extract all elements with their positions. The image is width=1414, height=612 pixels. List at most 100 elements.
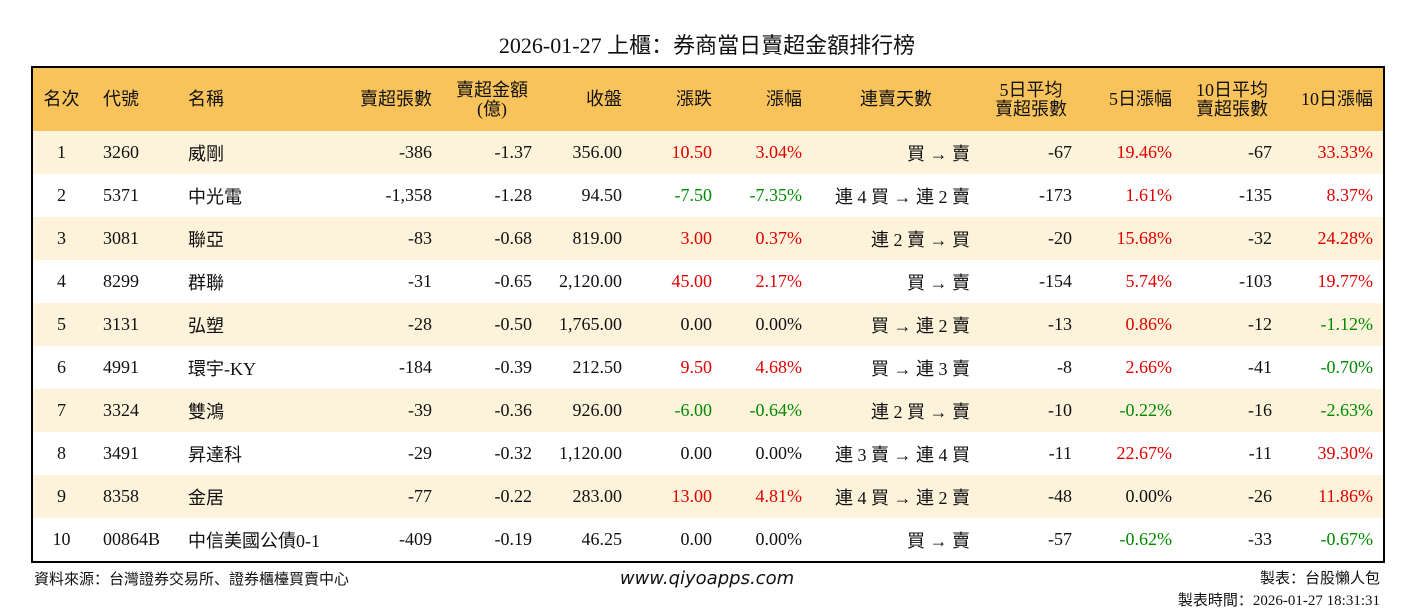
cell: 4.68% — [755, 357, 803, 377]
cell: -0.64% — [749, 400, 803, 420]
cell: -67 — [1248, 142, 1272, 162]
cell: 群聯 — [188, 272, 224, 293]
cell: 283.00 — [572, 486, 623, 506]
table-row: 4 8299 群聯 -31 -0.65 2,120.00 45.00 2.17% 買 → 賣 -1… — [32, 260, 1384, 303]
cell: 5.74% — [1125, 271, 1173, 291]
table-row: 8 3491 昇達科 -29 -0.32 1,120.00 0.00 0.00% 連 3 賣 →… — [32, 432, 1384, 475]
cell: 0.37% — [755, 228, 803, 248]
table-row: 10 00864B 中信美國公債0-1 -409 -0.19 46.25 0.00 0.00%… — [32, 518, 1384, 562]
cell: 買 → 連 2 賣 — [871, 315, 970, 336]
column-header: 漲跌 — [676, 89, 712, 109]
cell: 1 — [57, 142, 66, 162]
cell: -0.22 — [494, 486, 533, 506]
cell: 1,120.00 — [559, 443, 622, 463]
column-header: 代號 — [103, 89, 139, 109]
cell: -8 — [1057, 357, 1072, 377]
cell: 3.00 — [680, 228, 713, 248]
cell: 0.00 — [680, 443, 713, 463]
column-header: 賣超張數 — [360, 89, 432, 109]
cell: -41 — [1248, 357, 1272, 377]
cell: 819.00 — [572, 228, 623, 248]
cell: -31 — [408, 271, 432, 291]
cell: 0.00 — [680, 529, 713, 549]
cell: 2 — [57, 185, 66, 205]
column-header: 漲幅 — [766, 89, 802, 109]
cell: 買 → 賣 — [907, 143, 970, 164]
cell: 威剛 — [188, 143, 224, 164]
cell: 46.25 — [581, 529, 623, 549]
cell: -0.62% — [1119, 529, 1173, 549]
column-header: 賣超金額 (億) — [456, 79, 528, 119]
column-header: 名稱 — [188, 89, 224, 109]
cell: 24.28% — [1317, 228, 1374, 248]
cell: -16 — [1248, 400, 1272, 420]
cell: 13.00 — [671, 486, 713, 506]
cell: 356.00 — [572, 142, 623, 162]
cell: 雙鴻 — [188, 401, 224, 422]
cell: 連 4 買 → 連 2 賣 — [835, 186, 970, 207]
cell: 0.00% — [755, 529, 803, 549]
cell: 33.33% — [1317, 142, 1374, 162]
cell: 15.68% — [1116, 228, 1173, 248]
cell: -29 — [408, 443, 432, 463]
cell: -7.35% — [749, 185, 803, 205]
cell: 買 → 連 3 賣 — [871, 358, 970, 379]
cell: 3324 — [103, 400, 139, 420]
cell: 0.00% — [755, 443, 803, 463]
cell: -1.12% — [1320, 314, 1374, 334]
cell: -0.22% — [1119, 400, 1173, 420]
cell: 3131 — [103, 314, 139, 334]
source: 資料來源：台灣證券交易所、證券櫃檯買賣中心 — [34, 572, 350, 588]
cell: 聯亞 — [188, 229, 224, 250]
column-header: 10日漲幅 — [1301, 89, 1373, 109]
cell: -28 — [408, 314, 432, 334]
cell: 買 → 賣 — [907, 272, 970, 293]
cell: -154 — [1039, 271, 1072, 291]
cell: 926.00 — [572, 400, 623, 420]
cell: 環宇-KY — [188, 358, 256, 379]
table-row: 5 3131 弘塑 -28 -0.50 1,765.00 0.00 0.00% 買 → 連 2 … — [32, 303, 1384, 346]
cell: -0.70% — [1320, 357, 1374, 377]
maker: 製表：台股懶人包 — [1259, 571, 1380, 587]
table-row: 9 8358 金居 -77 -0.22 283.00 13.00 4.81% 連 4 買 → 連… — [32, 475, 1384, 518]
cell: 0.00% — [1125, 486, 1173, 506]
cell: -0.67% — [1320, 529, 1374, 549]
cell: 連 2 賣 → 買 — [871, 229, 970, 250]
cell: 45.00 — [671, 271, 713, 291]
cell: 22.67% — [1116, 443, 1173, 463]
cell: 中光電 — [188, 186, 242, 207]
made-time: 製表時間：2026-01-27 18:31:31 — [1177, 593, 1380, 609]
cell: -11 — [1048, 443, 1072, 463]
cell: -7.50 — [674, 185, 713, 205]
header-row: 名次 代號 名稱 賣超張數 賣超金額 (億) 收盤 漲跌 漲幅 連賣天數 5日平均 賣超張數 5日漲… — [32, 67, 1384, 131]
table-body: 1 3260 威剛 -386 -1.37 356.00 10.50 3.04% 買 → 賣 -67… — [32, 131, 1384, 562]
column-header: 名次 — [43, 89, 80, 109]
cell: -48 — [1048, 486, 1072, 506]
cell: 金居 — [188, 487, 224, 508]
cell: -10 — [1048, 400, 1072, 420]
cell: 2.66% — [1125, 357, 1173, 377]
column-header: 5日漲幅 — [1109, 89, 1172, 109]
cell: 7 — [57, 400, 66, 420]
cell: -184 — [399, 357, 432, 377]
cell: 2.17% — [755, 271, 803, 291]
cell: 5 — [57, 314, 66, 334]
cell: 3081 — [103, 228, 139, 248]
ranking-table: 名次 代號 名稱 賣超張數 賣超金額 (億) 收盤 漲跌 漲幅 連賣天數 5日平均 賣超張數 5日漲… — [31, 66, 1385, 563]
cell: 11.86% — [1318, 486, 1373, 506]
cell: -386 — [399, 142, 432, 162]
cell: -173 — [1039, 185, 1072, 205]
cell: 1.61% — [1125, 185, 1173, 205]
table-row: 1 3260 威剛 -386 -1.37 356.00 10.50 3.04% 買 → 賣 -67… — [32, 131, 1384, 174]
cell: 8299 — [103, 271, 139, 291]
column-header: 收盤 — [586, 89, 622, 109]
cell: 4991 — [103, 357, 139, 377]
cell: 9 — [57, 486, 66, 506]
cell: -77 — [408, 486, 432, 506]
cell: -33 — [1248, 529, 1272, 549]
cell: -13 — [1048, 314, 1072, 334]
cell: 2,120.00 — [559, 271, 622, 291]
cell: 3260 — [103, 142, 139, 162]
cell: 中信美國公債0-1 — [188, 530, 320, 551]
